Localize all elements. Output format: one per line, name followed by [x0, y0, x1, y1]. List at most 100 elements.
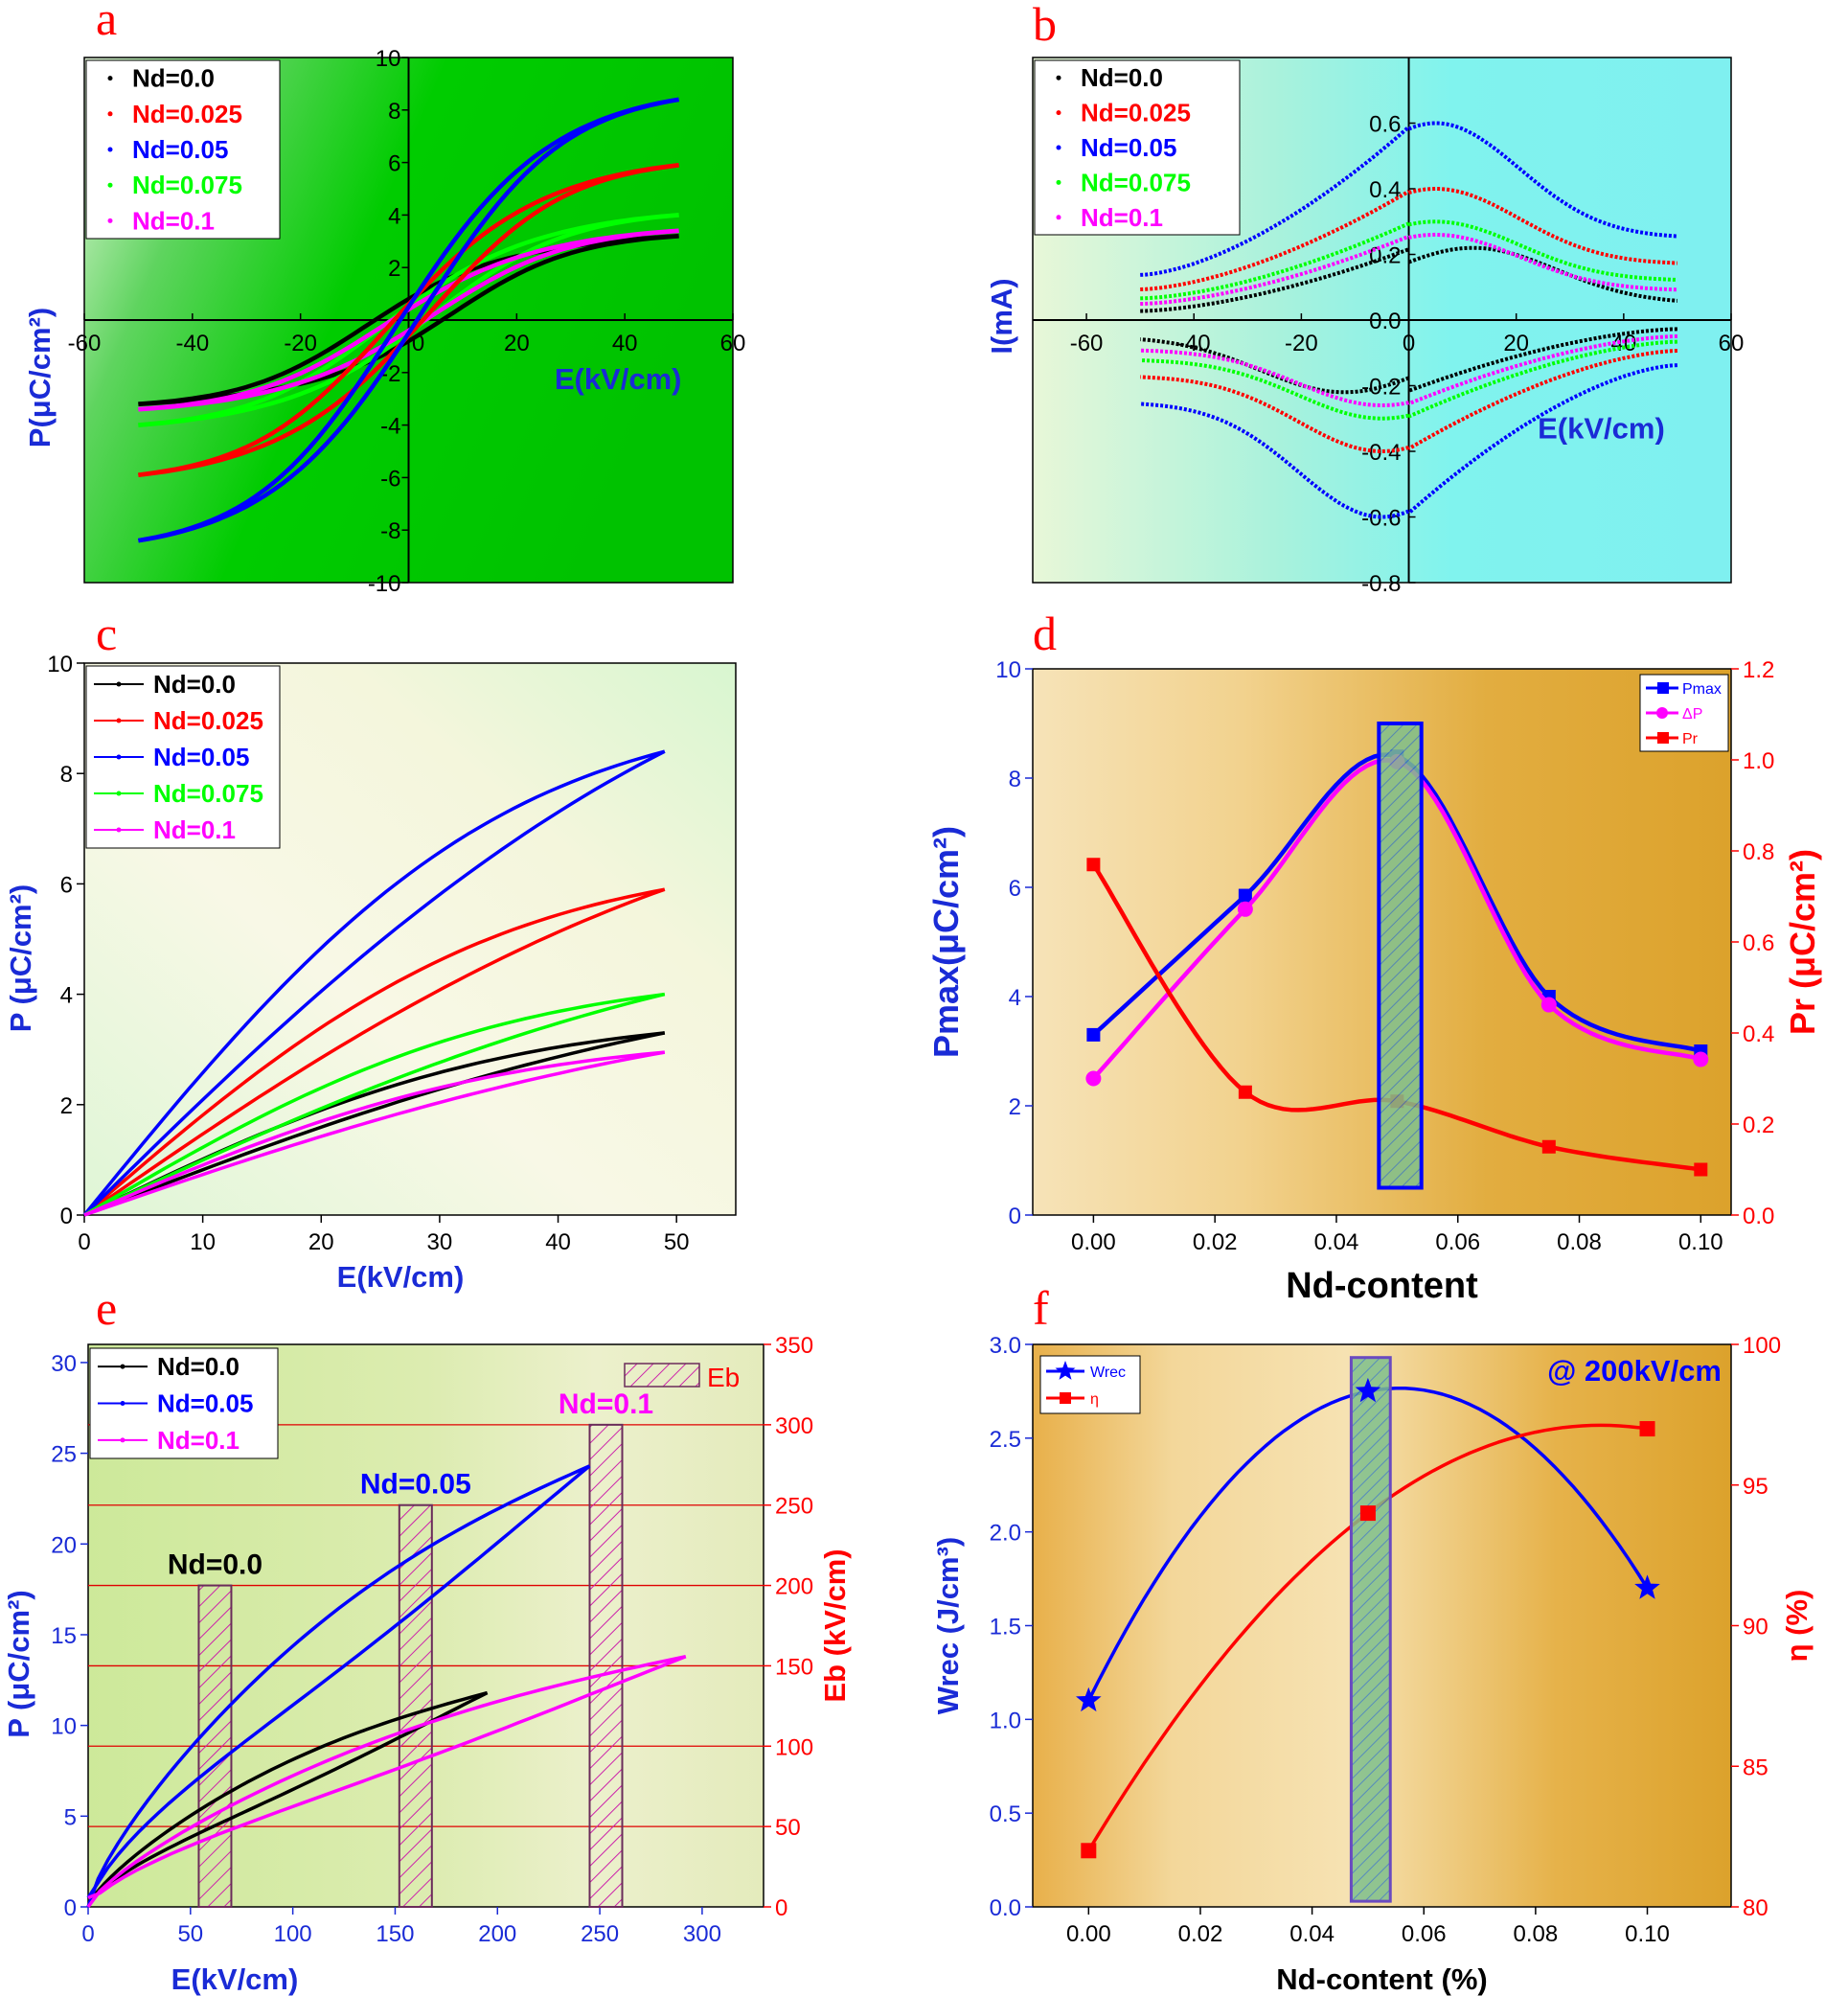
series-b-Nd=0.025 [1407, 349, 1677, 451]
legend-marker-dot [1656, 707, 1668, 719]
x-tick-label: 40 [612, 331, 638, 356]
y-tick-label: -0.8 [1361, 571, 1401, 597]
series-c-Nd=0.075 [83, 992, 666, 1217]
legend-label: Nd=0.0 [153, 670, 236, 699]
legend-marker-dot [116, 718, 122, 723]
y-tick-label: 5 [64, 1804, 77, 1830]
x-tick-label: 0.04 [1314, 1229, 1359, 1255]
legend-marker-dot [120, 1364, 125, 1369]
panel-label-f: f [1033, 1281, 1049, 1335]
y-tick-label: 2 [60, 1093, 73, 1119]
bar-Eb [588, 1423, 624, 1909]
y-tick-label: 6 [388, 151, 400, 177]
y-tick-label: -8 [380, 518, 400, 544]
legend-label: Nd=0.1 [157, 1426, 240, 1455]
x-tick-label: -20 [284, 331, 317, 356]
legend-marker-dot [1055, 1361, 1076, 1380]
x-tick-label: 50 [664, 1229, 690, 1255]
x-tick-label: 0.00 [1071, 1229, 1116, 1255]
legend-label: Pmax [1682, 681, 1722, 698]
panel-label-b: b [1033, 0, 1057, 51]
x-tick-label: 300 [683, 1921, 721, 1947]
legend-marker-dot [120, 1401, 125, 1406]
y-tick-label: 0 [64, 1895, 77, 1921]
y-tick-label: 2.0 [990, 1521, 1021, 1547]
x-tick-label: 0.04 [1289, 1921, 1335, 1947]
y-tick-label: 30 [51, 1351, 77, 1377]
series-c-Nd=0.1 [83, 1050, 666, 1217]
marker-d-Pr [1086, 858, 1101, 872]
y2-tick-label: 100 [1743, 1333, 1781, 1359]
legend-label: Nd=0.1 [153, 815, 236, 844]
series-b-Nd=0.075 [1408, 219, 1677, 282]
y-axis-label-d: Pmax(μC/cm²) [926, 826, 966, 1058]
x-axis-label-a: E(kV/cm) [555, 362, 682, 396]
marker-f-eta [1081, 1843, 1097, 1859]
y-tick-label: 8 [60, 762, 73, 788]
legend-marker [1056, 179, 1061, 185]
y-tick-label: 20 [51, 1532, 77, 1558]
marker-d-Pr [1541, 1139, 1556, 1154]
y2-tick-label: 0.4 [1743, 1021, 1774, 1047]
series-c-Nd=0.1 [83, 1050, 665, 1217]
y2-tick-label: 50 [775, 1815, 801, 1841]
legend-label: ΔP [1682, 706, 1702, 723]
series-c-Nd=0.025 [83, 887, 666, 1217]
x-tick-label: 0.06 [1402, 1921, 1447, 1947]
legend-label: Nd=0.05 [132, 135, 228, 164]
y-axis-label-e: P (μC/cm²) [2, 1590, 35, 1737]
y-tick-label: 0.2 [1369, 243, 1401, 269]
y-axis-label-a: P(μC/cm²) [23, 308, 57, 447]
bar-label: Nd=0.1 [559, 1388, 653, 1420]
y-tick-label: -6 [380, 466, 400, 492]
legend-label: η [1090, 1391, 1099, 1408]
x-axis-label-b: E(kV/cm) [1538, 411, 1665, 445]
series-b-Nd=0.1 [1407, 334, 1677, 406]
legend-marker [107, 76, 113, 81]
annotation-f: @ 200kV/cm [1547, 1354, 1722, 1388]
x-tick-label: -60 [68, 331, 102, 356]
series-e-Nd=0.1 [87, 1655, 687, 1900]
marker-d-Pr [1238, 1085, 1252, 1099]
y-axis-label-f: Wrec (J/cm³) [931, 1537, 965, 1715]
series-b-Nd=0.025 [1140, 189, 1410, 291]
marker-d-Pmax [1238, 888, 1252, 903]
series-c-Nd=0.025 [82, 887, 666, 1217]
legend-label: Nd=0.1 [1081, 203, 1163, 232]
y-axis-label-c: P (μC/cm²) [4, 884, 37, 1032]
panel-label-d: d [1033, 607, 1057, 660]
y2-tick-label: 0.6 [1743, 930, 1774, 956]
legend-marker [1056, 110, 1061, 116]
marker-f-Wrec [1634, 1574, 1660, 1599]
x-tick-label: 60 [1719, 331, 1745, 356]
y2-tick-label: 1.2 [1743, 657, 1774, 683]
x-tick-label: 20 [504, 331, 530, 356]
y-tick-label: 8 [388, 99, 400, 125]
legend-marker [107, 111, 113, 117]
y-tick-label: 0.0 [1369, 309, 1401, 334]
series-b-Nd=0.1 [1140, 348, 1409, 407]
series-b-Nd=0.05 [1407, 121, 1678, 239]
series-b-Nd=0.075 [1140, 221, 1410, 301]
y2-axis-label-e: Eb (kV/cm) [818, 1549, 852, 1702]
legend-f [1039, 1355, 1141, 1414]
highlight-box-d [1377, 722, 1424, 1190]
legend-label: Nd=0.075 [153, 779, 263, 808]
x-tick-label: 0 [1403, 331, 1415, 356]
y2-tick-label: 0 [775, 1895, 787, 1921]
y-tick-label: 2 [388, 256, 400, 282]
x-tick-label: 10 [190, 1229, 216, 1255]
y-tick-label: -10 [368, 571, 401, 597]
legend-label: Nd=0.05 [153, 743, 249, 771]
legend-marker-dot [1060, 1392, 1071, 1404]
y-tick-label: 0.5 [990, 1801, 1021, 1827]
legend-label: Nd=0.025 [1081, 99, 1191, 127]
legend-label: Nd=0.1 [132, 206, 215, 235]
series-c-Nd=0.05 [82, 749, 666, 1217]
x-axis-label-d: Nd-content [1286, 1266, 1478, 1306]
x-tick-label: 0.00 [1066, 1921, 1111, 1947]
y-tick-label: 10 [376, 46, 401, 72]
series-c-Nd=0.075 [83, 992, 666, 1217]
x-tick-label: 100 [274, 1921, 312, 1947]
x-axis-label-c: E(kV/cm) [337, 1260, 465, 1294]
